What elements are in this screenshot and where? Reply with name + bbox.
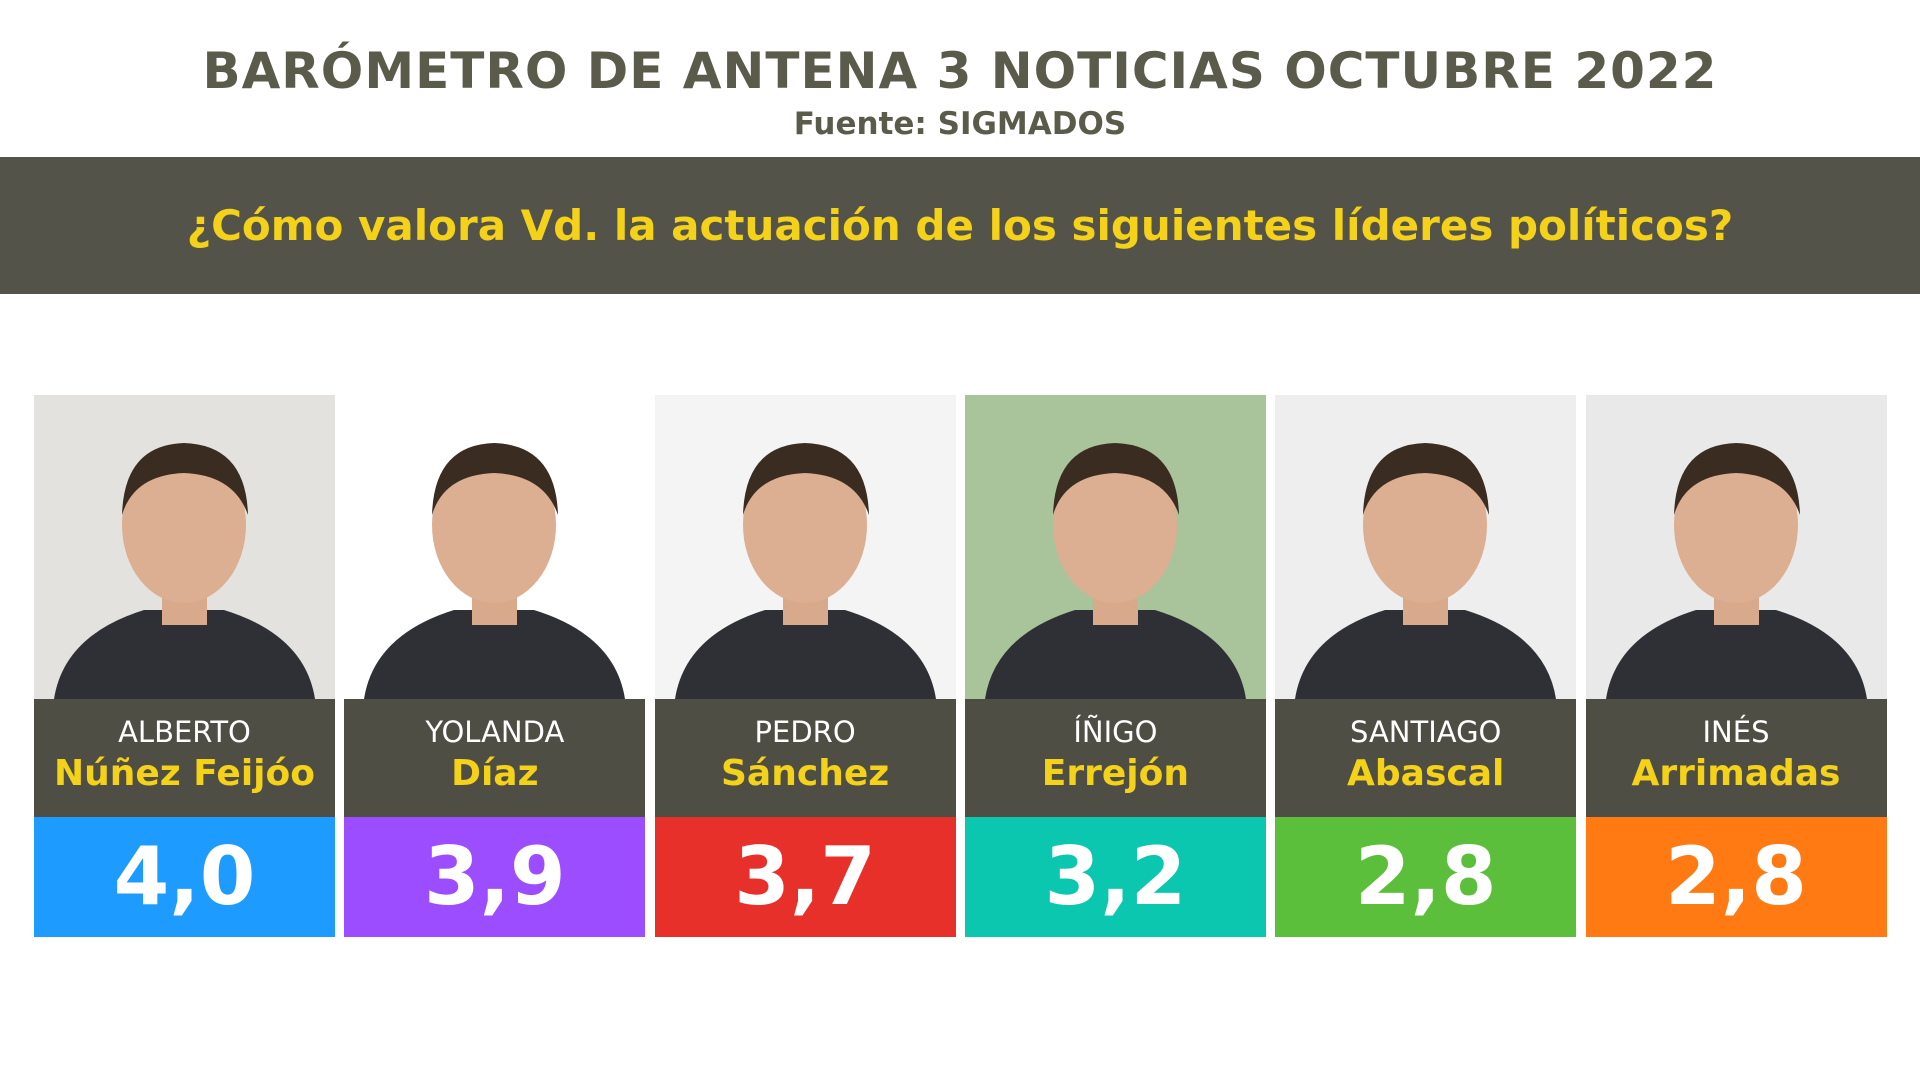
name-box: ÍÑIGO Errejón: [964, 699, 1266, 817]
leader-card: ÍÑIGO Errejón 3,2: [964, 395, 1266, 937]
photo-placeholder: [344, 395, 646, 699]
source: Fuente: SIGMADOS: [793, 106, 1127, 142]
photo: [344, 395, 646, 699]
name-box: PEDRO Sánchez: [654, 699, 956, 817]
photo-placeholder: [654, 395, 956, 699]
first-name: SANTIAGO: [1350, 715, 1502, 749]
score: 3,2: [964, 817, 1266, 937]
score: 2,8: [1275, 817, 1577, 937]
leader-card: YOLANDA Díaz 3,9: [344, 395, 646, 937]
first-name: ALBERTO: [118, 715, 251, 749]
name-box: YOLANDA Díaz: [344, 699, 646, 817]
photo: [34, 395, 335, 699]
leader-card: INÉS Arrimadas 2,8: [1585, 395, 1887, 937]
photo: [1275, 395, 1577, 699]
last-name: Díaz: [451, 753, 539, 794]
first-name: INÉS: [1702, 715, 1770, 749]
name-box: INÉS Arrimadas: [1585, 699, 1887, 817]
last-name: Núñez Feijóo: [54, 753, 315, 794]
photo: [1585, 395, 1887, 699]
first-name: ÍÑIGO: [1073, 715, 1158, 749]
title: BARÓMETRO DE ANTENA 3 NOTICIAS OCTUBRE 2…: [202, 42, 1718, 100]
leader-card: PEDRO Sánchez 3,7: [654, 395, 956, 937]
question: ¿Cómo valora Vd. la actuación de los sig…: [186, 201, 1734, 250]
photo-placeholder: [1585, 395, 1887, 699]
last-name: Abascal: [1347, 753, 1505, 794]
photo: [964, 395, 1266, 699]
question-band: ¿Cómo valora Vd. la actuación de los sig…: [0, 157, 1920, 294]
photo-placeholder: [34, 395, 335, 699]
first-name: PEDRO: [754, 715, 856, 749]
score: 4,0: [34, 817, 335, 937]
score: 2,8: [1585, 817, 1887, 937]
photo-placeholder: [964, 395, 1266, 699]
score: 3,7: [654, 817, 956, 937]
photo-placeholder: [1275, 395, 1577, 699]
name-box: ALBERTO Núñez Feijóo: [34, 699, 335, 817]
last-name: Arrimadas: [1631, 753, 1841, 794]
score: 3,9: [344, 817, 646, 937]
name-box: SANTIAGO Abascal: [1275, 699, 1577, 817]
leader-card: SANTIAGO Abascal 2,8: [1275, 395, 1577, 937]
last-name: Errejón: [1041, 753, 1189, 794]
leader-card: ALBERTO Núñez Feijóo 4,0: [34, 395, 335, 937]
photo: [654, 395, 956, 699]
first-name: YOLANDA: [425, 715, 565, 749]
last-name: Sánchez: [721, 753, 890, 794]
